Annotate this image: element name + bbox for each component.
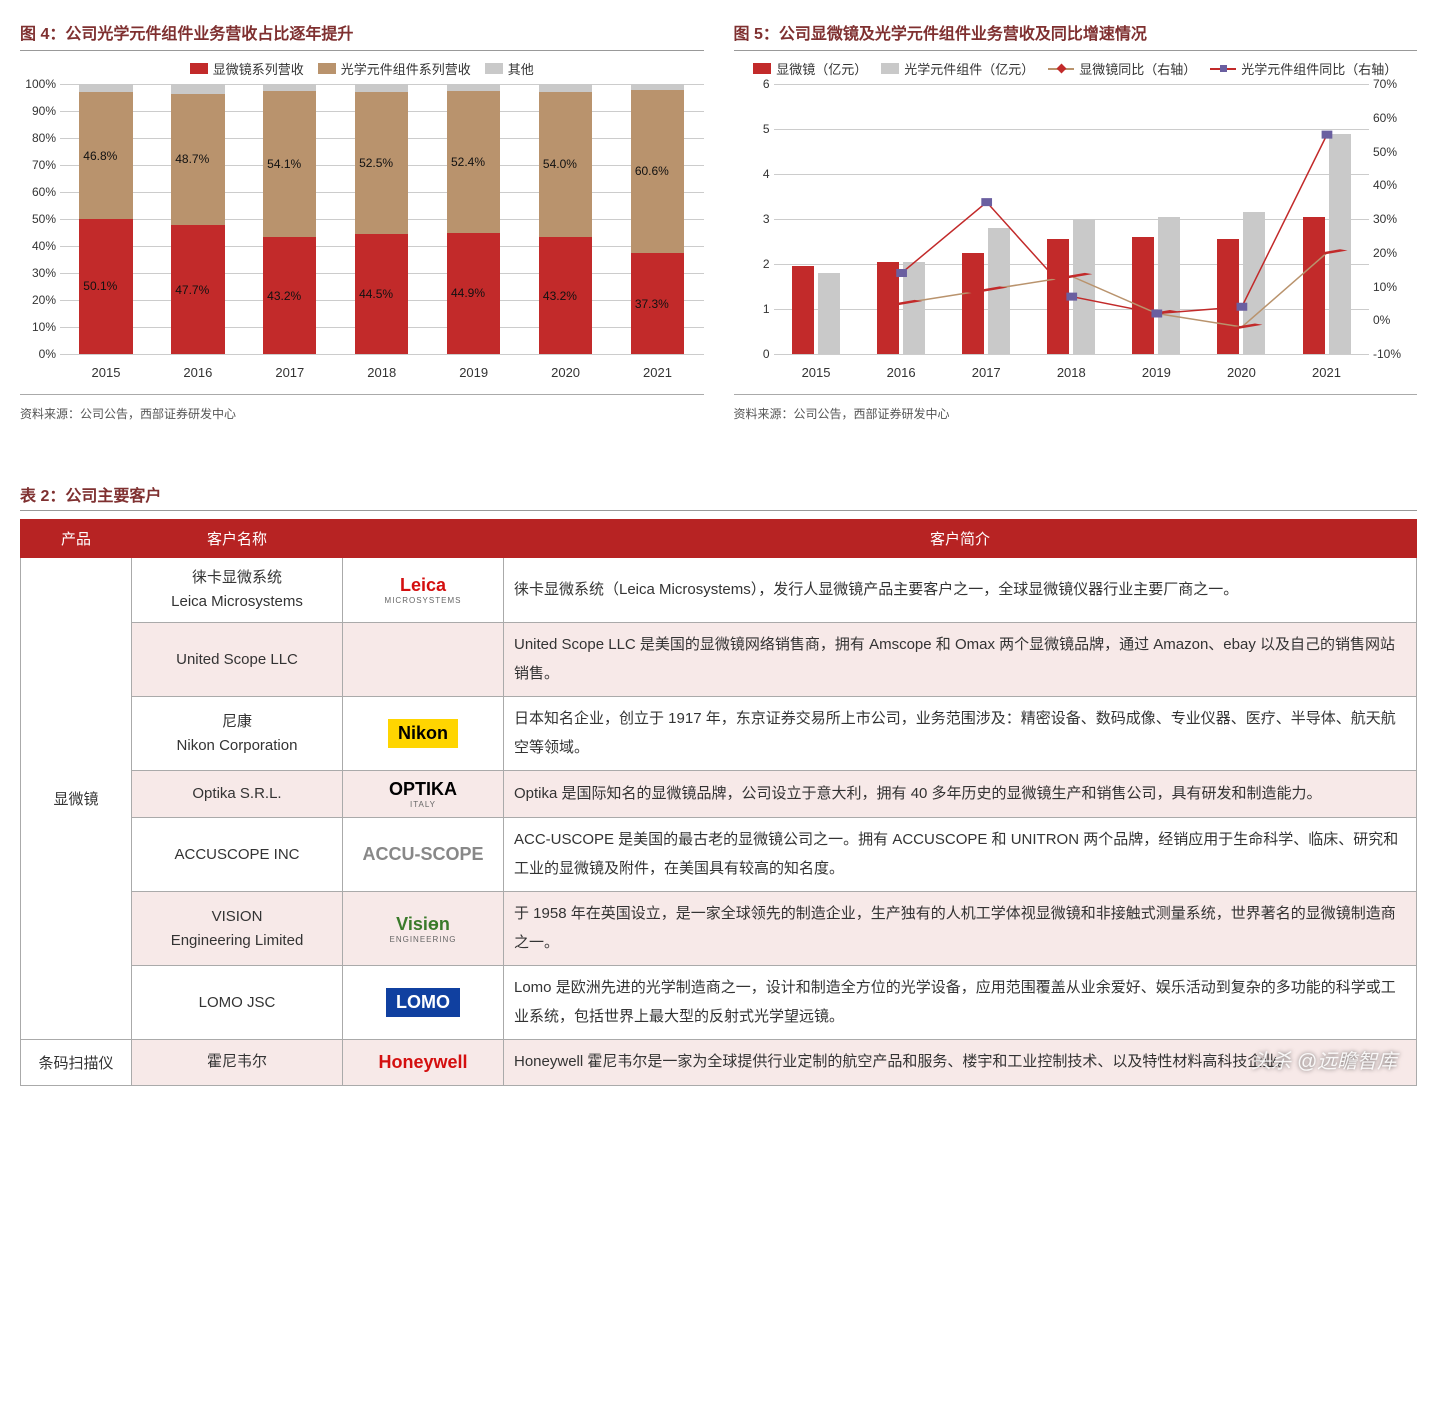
chart5-xaxis: 2015201620172018201920202021: [774, 359, 1370, 380]
legend-line: [1210, 68, 1236, 70]
table-header: 客户简介: [504, 520, 1417, 558]
table-header: 产品: [21, 520, 132, 558]
table-row: Optika S.R.L.OPTIKAITALYOptika 是国际知名的显微镜…: [21, 771, 1417, 818]
watermark: 头杀 @远瞻智库: [1251, 1045, 1397, 1074]
chart5-source: 资料来源：公司公告，西部证券研发中心: [734, 394, 1418, 422]
chart5-title: 图 5：公司显微镜及光学元件组件业务营收及同比增速情况: [734, 20, 1418, 51]
table-row: 条码扫描仪霍尼韦尔HoneywellHoneywell 霍尼韦尔是一家为全球提供…: [21, 1040, 1417, 1086]
legend-line: [1048, 68, 1074, 70]
chart4-plot: 0%10%20%30%40%50%60%70%80%90%100%50.1%46…: [60, 84, 704, 355]
legend-swatch: [485, 63, 503, 74]
legend-swatch: [190, 63, 208, 74]
chart4-panel: 图 4：公司光学元件组件业务营收占比逐年提升 显微镜系列营收 光学元件组件系列营…: [20, 20, 704, 422]
table-row: LOMO JSCLOMOLomo 是欧洲先进的光学制造商之一，设计和制造全方位的…: [21, 966, 1417, 1040]
table-row: 显微镜徕卡显微系统Leica MicrosystemsLeicaMICROSYS…: [21, 558, 1417, 623]
chart5-legend: 显微镜（亿元） 光学元件组件（亿元） 显微镜同比（右轴） 光学元件组件同比（右轴…: [734, 59, 1418, 78]
legend-swatch: [881, 63, 899, 74]
chart4-title: 图 4：公司光学元件组件业务营收占比逐年提升: [20, 20, 704, 51]
chart4-legend: 显微镜系列营收 光学元件组件系列营收 其他: [20, 59, 704, 78]
table-title: 表 2：公司主要客户: [20, 482, 1417, 511]
table-row: ACCUSCOPE INCACCU-SCOPEACC-USCOPE 是美国的最古…: [21, 818, 1417, 892]
table-header: 客户名称: [132, 520, 343, 558]
chart5-panel: 图 5：公司显微镜及光学元件组件业务营收及同比增速情况 显微镜（亿元） 光学元件…: [734, 20, 1418, 422]
chart4-xaxis: 2015201620172018201920202021: [60, 359, 704, 380]
table-row: United Scope LLCUnited Scope LLC 是美国的显微镜…: [21, 623, 1417, 697]
table-row: VISIONEngineering LimitedVisiөnENGINEERI…: [21, 892, 1417, 966]
chart4-source: 资料来源：公司公告，西部证券研发中心: [20, 394, 704, 422]
chart5-plot: 0123456-10%0%10%20%30%40%50%60%70%: [774, 84, 1370, 355]
legend-swatch: [753, 63, 771, 74]
customers-table: 产品客户名称 客户简介 显微镜徕卡显微系统Leica MicrosystemsLe…: [20, 519, 1417, 1086]
legend-swatch: [318, 63, 336, 74]
table-row: 尼康Nikon CorporationNikon日本知名企业，创立于 1917 …: [21, 697, 1417, 771]
table-header: [343, 520, 504, 558]
